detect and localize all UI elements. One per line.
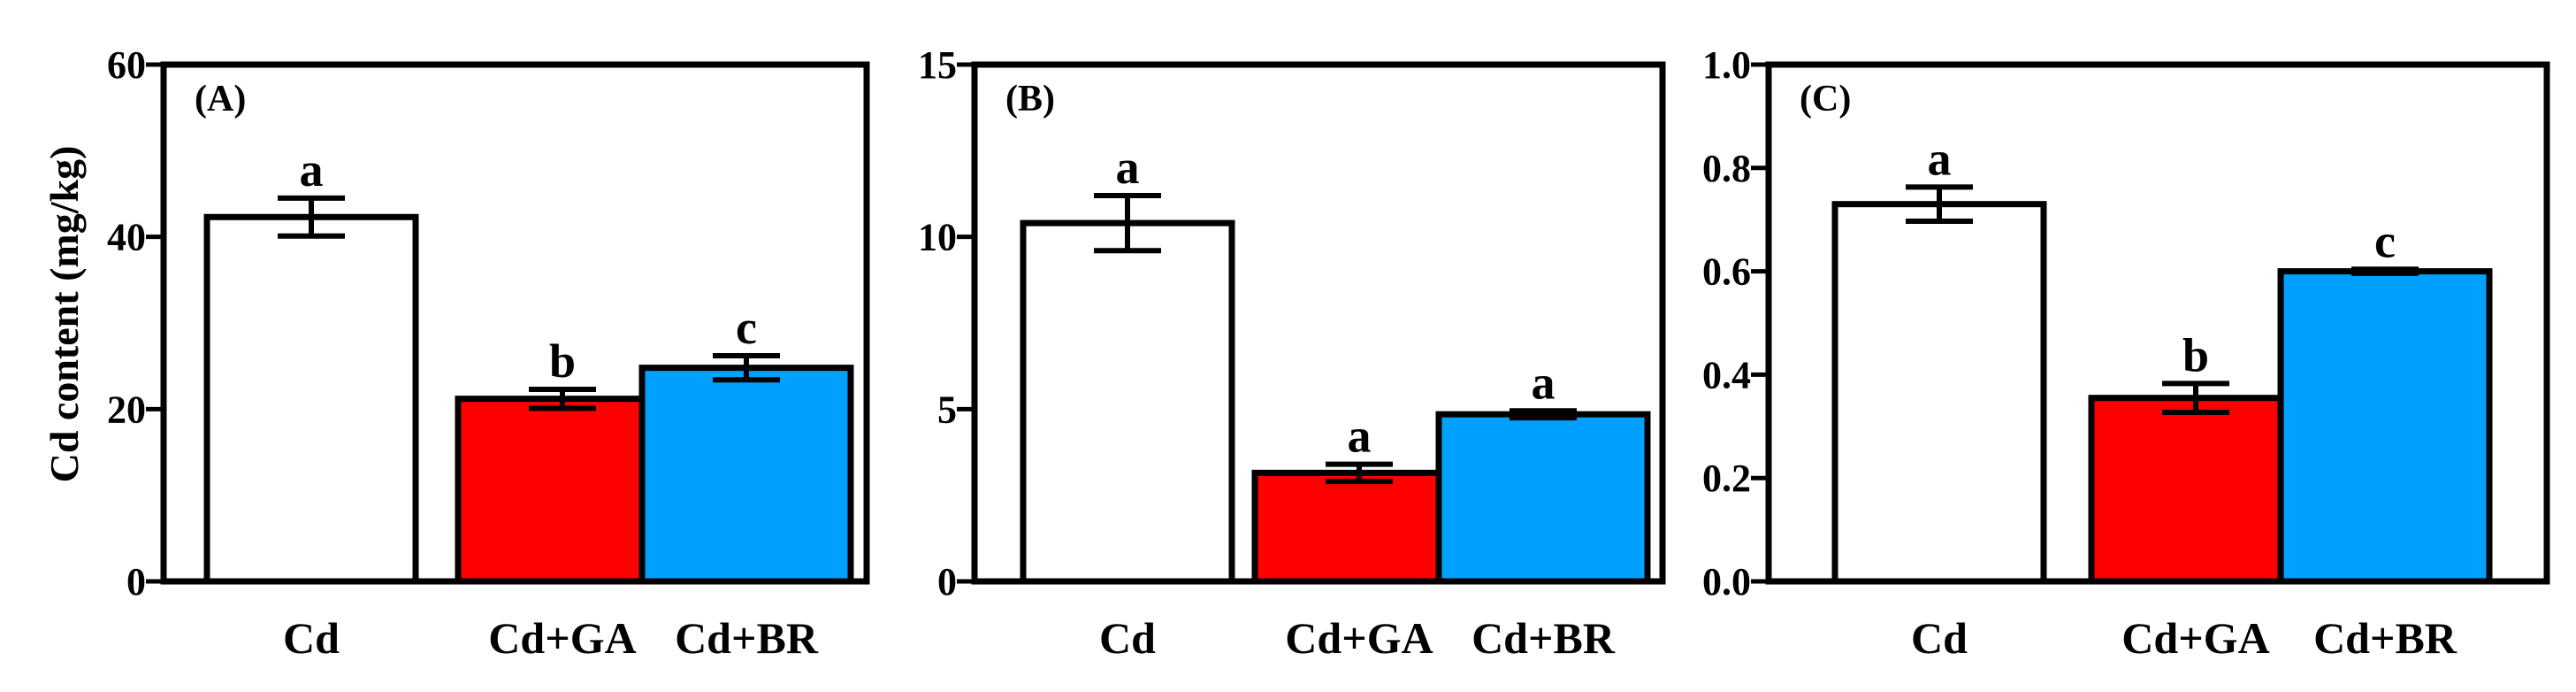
y-tick-label: 0 [126,560,146,604]
panel-label: (A) [195,79,246,119]
category-label: Cd [1099,613,1156,663]
bar-cd [1020,219,1235,585]
significance-letter: a [1532,356,1556,409]
y-tick-label: 0.0 [1702,560,1751,604]
bar-cd [203,213,419,585]
chart-panel-c: 0.0 0.2 0.4 0.6 0.8 1.0 (C) a Cd b Cd+GA c Cd+BR [1702,43,2550,663]
category-label: Cd+GA [2121,613,2269,663]
y-tick-label: 0.6 [1702,250,1751,294]
bar-cd-br [638,365,854,585]
category-label: Cd [1911,613,1968,663]
y-tick-label: 10 [918,216,957,259]
significance-letter: b [549,334,576,388]
y-tick-label: 1.0 [1702,43,1751,87]
category-label: Cd [283,613,340,663]
significance-letter: a [300,143,324,196]
y-tick-label: 20 [107,388,146,431]
bar-cd-br [1435,411,1651,585]
bar-cd [1831,201,2047,585]
bar-cd-br [2277,268,2493,585]
y-axis-label: Cd content (mg/kg) [42,146,87,483]
bar-cd-ga [1251,469,1467,585]
y-tick-label: 0.2 [1702,457,1751,500]
significance-letter: c [2374,214,2396,267]
bar-cd-ga [2088,395,2304,585]
significance-letter: c [736,301,757,354]
significance-letter: a [1116,141,1140,194]
panels: 0 20 40 60 (A) a Cd b Cd+GA c Cd+BR 0 5 10 15 (B) a Cd a Cd… [107,43,2550,663]
category-label: Cd+GA [1285,613,1433,663]
y-tick-label: 0.4 [1702,353,1751,396]
category-label: Cd+BR [1471,613,1616,663]
significance-letter: b [2182,328,2209,381]
category-label: Cd+BR [2313,613,2458,663]
chart-panel-a: 0 20 40 60 (A) a Cd b Cd+GA c Cd+BR [107,43,870,663]
y-tick-label: 0 [937,560,957,604]
significance-letter: a [1348,410,1372,463]
bar-cd-ga [455,396,670,585]
significance-letter: a [1928,132,1952,185]
y-tick-label: 15 [918,43,957,87]
category-label: Cd+BR [675,613,819,663]
y-tick-label: 60 [107,43,146,87]
panel-label: (B) [1005,79,1055,119]
y-tick-label: 40 [107,216,146,259]
chart-panel-b: 0 5 10 15 (B) a Cd a Cd+GA a Cd+BR [918,43,1666,663]
y-tick-label: 5 [937,388,957,431]
panel-label: (C) [1800,79,1851,119]
y-tick-label: 0.8 [1702,147,1751,190]
category-label: Cd+GA [488,613,636,663]
